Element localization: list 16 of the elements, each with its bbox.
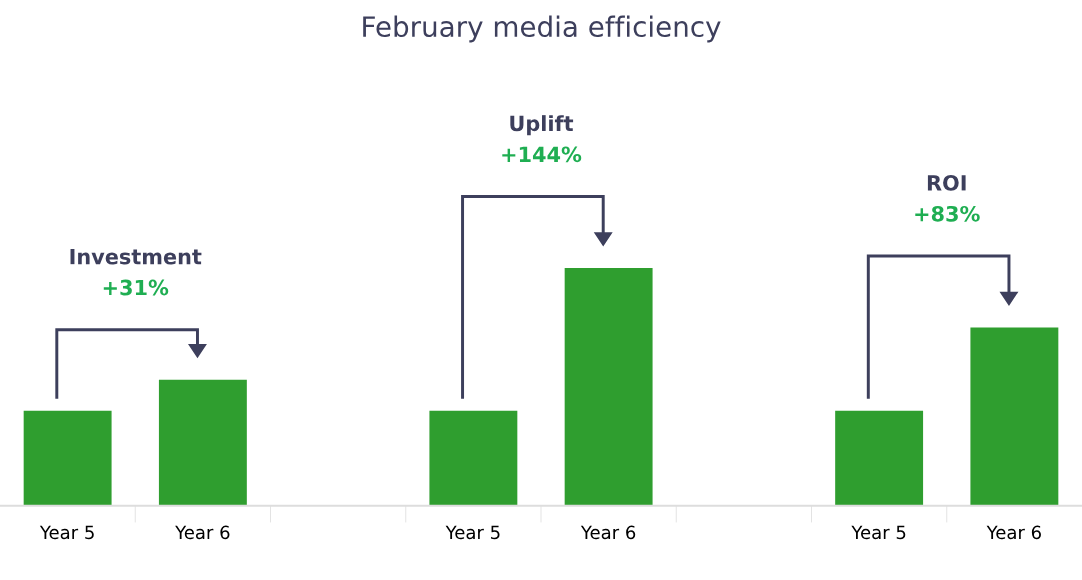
- bar: [835, 410, 924, 506]
- bar: [429, 410, 518, 506]
- annotation: +31%: [103, 279, 169, 296]
- x-tick-label: Year 6: [986, 525, 1041, 540]
- text: ROI: [927, 174, 966, 191]
- text: +83%: [915, 205, 980, 222]
- x-tick-label: Year 5: [445, 525, 500, 540]
- x-tick-label: Year 5: [851, 525, 906, 540]
- text: +144%: [502, 146, 582, 163]
- bar: [23, 410, 112, 506]
- text: Uplift: [510, 115, 574, 136]
- chart-title: February media efficiency: [363, 15, 721, 43]
- x-tick-label: Year 5: [39, 525, 94, 540]
- text: Investment: [70, 248, 202, 265]
- x-tick-label: Year 6: [580, 525, 636, 540]
- x-tick-label: Year 6: [175, 525, 230, 540]
